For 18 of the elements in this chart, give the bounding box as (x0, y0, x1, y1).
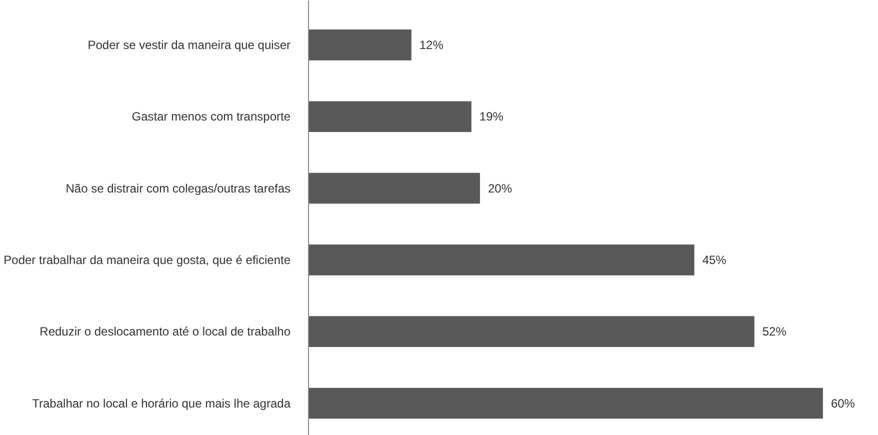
y-tick-label: Reduzir o deslocamento até o local de trabalho (40, 324, 291, 339)
data-label: 12% (419, 38, 444, 52)
bar (308, 30, 412, 60)
data-label: 20% (488, 181, 512, 196)
y-tick-label: Gastar menos com transporte (132, 110, 291, 124)
y-tick-label: Poder trabalhar da maneira que gosta, que é eficiente (4, 252, 291, 267)
bar (308, 172, 480, 204)
y-tick-label: Não se distrair com colegas/outras tarefas (66, 181, 290, 196)
bar (308, 101, 472, 132)
bar (308, 244, 694, 276)
data-label: 19% (479, 110, 504, 124)
data-label: 52% (762, 324, 787, 339)
bar (308, 316, 754, 347)
data-label: 60% (830, 396, 856, 410)
data-label: 45% (702, 252, 727, 267)
y-tick-label: Trabalhar no local e horário que mais lhe agrada (32, 396, 291, 410)
y-tick-label: Poder se vestir da maneira que quiser (88, 38, 291, 52)
bar (308, 388, 823, 419)
